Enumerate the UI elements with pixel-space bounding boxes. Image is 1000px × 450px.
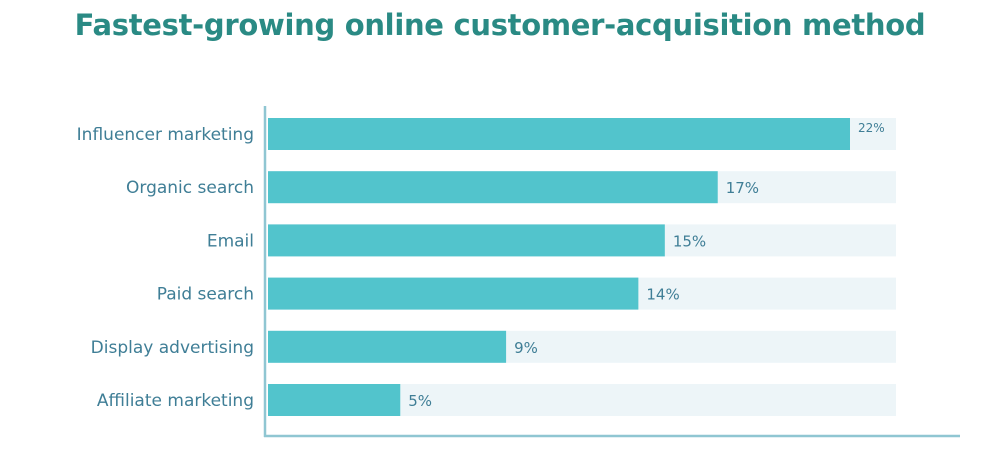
value-label: 14% <box>646 286 679 304</box>
value-label: 5% <box>408 392 432 410</box>
category-label: Email <box>207 231 254 251</box>
category-label: Affiliate marketing <box>97 391 254 411</box>
bar <box>268 118 850 150</box>
value-label: 9% <box>514 339 538 357</box>
bar-tracks <box>268 118 896 416</box>
category-labels: Influencer marketing Organic search Email P… <box>77 125 254 411</box>
bars <box>268 118 850 416</box>
chart-title: Fastest-growing online customer-acquisit… <box>74 8 926 42</box>
bar <box>268 277 639 310</box>
value-label: 22% <box>858 121 885 135</box>
value-label: 15% <box>673 232 706 250</box>
bar <box>268 224 665 257</box>
category-label: Organic search <box>126 178 254 198</box>
value-label: 17% <box>726 179 759 197</box>
category-label: Display advertising <box>91 338 254 358</box>
bar <box>268 330 507 363</box>
bar <box>268 384 401 416</box>
value-labels: 22% 17% 15% 14% 9% 5% <box>408 121 884 410</box>
bar <box>268 171 718 204</box>
category-label: Influencer marketing <box>77 125 254 145</box>
category-label: Paid search <box>157 285 254 305</box>
